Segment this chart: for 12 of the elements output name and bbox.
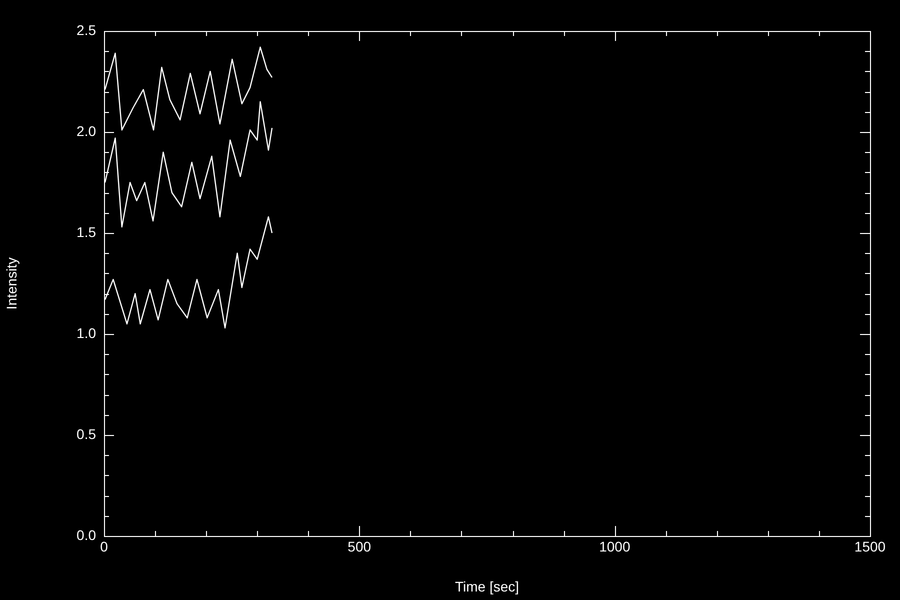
y-tick-label: 1.5 xyxy=(76,224,96,240)
y-tick-label: 0.5 xyxy=(76,426,96,442)
x-tick-label: 1000 xyxy=(599,538,630,554)
x-axis-title: Time [sec] xyxy=(454,578,520,594)
y-tick-label: 1.0 xyxy=(76,324,96,341)
x-tick-label: 1500 xyxy=(854,538,886,554)
x-tick-label: 0 xyxy=(100,538,108,554)
y-tick-label: 2.5 xyxy=(76,22,96,38)
y-axis-title: Intensity xyxy=(3,257,20,310)
x-tick-label: 500 xyxy=(348,538,372,554)
y-tick-label: 2.0 xyxy=(76,122,96,139)
y-tick-label: 0.0 xyxy=(76,526,96,543)
